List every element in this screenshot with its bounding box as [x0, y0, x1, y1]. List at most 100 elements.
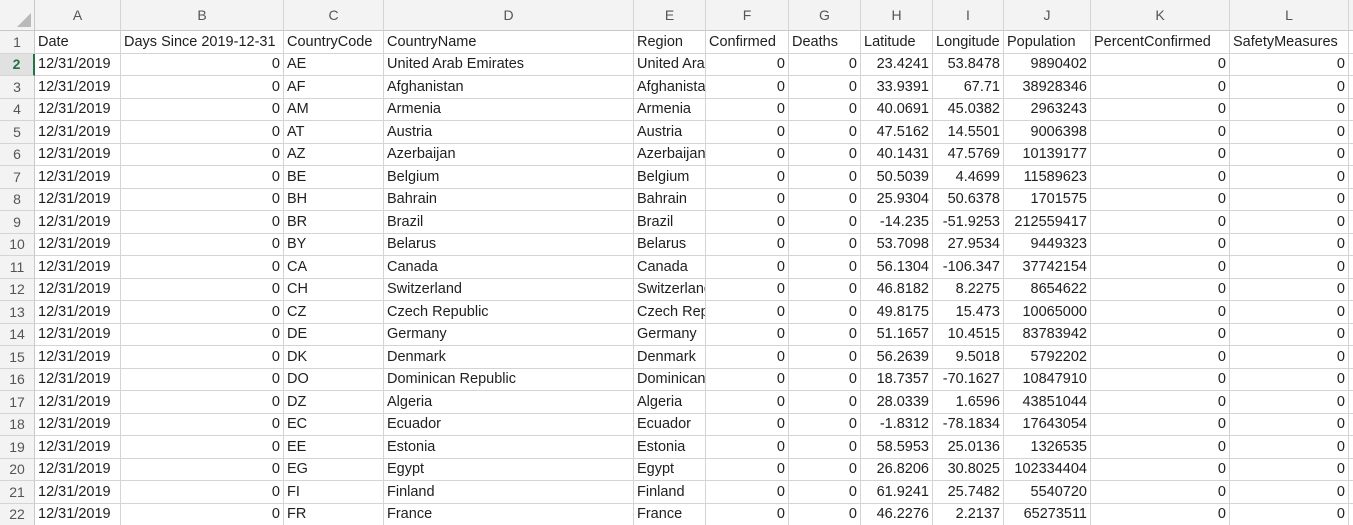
table-cell[interactable]: 0 — [789, 481, 861, 504]
table-cell[interactable]: 0 — [1230, 368, 1349, 391]
table-cell[interactable]: Azerbaijan — [384, 143, 634, 166]
table-cell[interactable]: 0 — [121, 211, 284, 234]
table-cell[interactable]: 0 — [789, 323, 861, 346]
table-cell[interactable]: 0 — [1091, 503, 1230, 525]
row-header-12[interactable]: 12 — [0, 278, 35, 301]
table-cell[interactable]: 0 — [706, 143, 789, 166]
table-cell[interactable]: 1701575 — [1004, 188, 1091, 211]
table-cell[interactable]: 0 — [706, 481, 789, 504]
header-cell[interactable]: PercentConfirmed — [1091, 31, 1230, 54]
table-cell[interactable]: 15.473 — [933, 301, 1004, 324]
table-cell[interactable]: 0 — [1091, 188, 1230, 211]
table-cell[interactable]: 0 — [1091, 211, 1230, 234]
table-cell[interactable]: 0 — [1091, 76, 1230, 99]
column-header-G[interactable]: G — [789, 0, 861, 31]
table-cell[interactable] — [1349, 391, 1353, 414]
table-cell[interactable]: 27.9534 — [933, 233, 1004, 256]
table-cell[interactable]: 0 — [121, 188, 284, 211]
table-cell[interactable]: 0 — [789, 53, 861, 76]
table-cell[interactable]: 30.8025 — [933, 458, 1004, 481]
table-cell[interactable] — [1349, 279, 1353, 301]
table-cell[interactable]: 50.5039 — [861, 166, 933, 189]
table-cell[interactable]: 83783942 — [1004, 323, 1091, 346]
table-cell[interactable]: 0 — [706, 323, 789, 346]
table-cell[interactable]: 0 — [706, 391, 789, 414]
table-cell[interactable]: 11589623 — [1004, 166, 1091, 189]
table-cell[interactable]: 0 — [789, 233, 861, 256]
table-cell[interactable]: 4.4699 — [933, 166, 1004, 189]
table-cell[interactable]: 58.5953 — [861, 436, 933, 459]
table-cell[interactable]: 12/31/2019 — [35, 368, 121, 391]
table-cell[interactable]: 33.9391 — [861, 76, 933, 99]
table-cell[interactable]: CA — [284, 256, 384, 279]
table-cell[interactable]: Algeria — [384, 391, 634, 414]
table-cell[interactable]: 0 — [789, 391, 861, 414]
column-header-F[interactable]: F — [706, 0, 789, 31]
table-cell[interactable]: 9449323 — [1004, 233, 1091, 256]
table-cell[interactable]: Belarus — [384, 233, 634, 256]
table-cell[interactable]: Germany — [634, 323, 706, 346]
table-cell[interactable]: 12/31/2019 — [35, 256, 121, 279]
row-header-22[interactable]: 22 — [0, 503, 35, 525]
table-cell[interactable]: 0 — [1091, 368, 1230, 391]
table-cell[interactable]: BY — [284, 233, 384, 256]
table-cell[interactable]: 53.8478 — [933, 53, 1004, 76]
table-cell[interactable]: 0 — [789, 458, 861, 481]
table-cell[interactable]: Dominican Republic — [384, 368, 634, 391]
table-cell[interactable]: 61.9241 — [861, 481, 933, 504]
table-cell[interactable]: 0 — [1230, 53, 1349, 76]
row-header-16[interactable]: 16 — [0, 368, 35, 391]
table-cell[interactable]: CZ — [284, 301, 384, 324]
table-cell[interactable]: 0 — [1091, 143, 1230, 166]
table-cell[interactable]: 28.0339 — [861, 391, 933, 414]
table-cell[interactable]: Austria — [384, 121, 634, 144]
table-cell[interactable]: United Arab Emirates — [634, 53, 706, 76]
table-cell[interactable]: 0 — [1230, 481, 1349, 504]
table-cell[interactable]: 0 — [1091, 391, 1230, 414]
table-cell[interactable]: 0 — [121, 256, 284, 279]
header-cell[interactable]: CountryName — [384, 31, 634, 54]
table-cell[interactable]: 1326535 — [1004, 436, 1091, 459]
row-header-5[interactable]: 5 — [0, 121, 35, 144]
table-cell[interactable]: -1.8312 — [861, 413, 933, 436]
header-cell[interactable]: Date — [35, 31, 121, 54]
table-cell[interactable]: 0 — [1091, 256, 1230, 279]
table-cell[interactable]: Switzerland — [384, 278, 634, 301]
table-cell[interactable]: 37742154 — [1004, 256, 1091, 279]
table-cell[interactable]: Brazil — [384, 211, 634, 234]
table-cell[interactable]: 12/31/2019 — [35, 458, 121, 481]
table-cell[interactable]: 0 — [121, 233, 284, 256]
table-cell[interactable]: Austria — [634, 121, 706, 144]
header-cell[interactable]: SafetyMeasures — [1230, 31, 1349, 54]
table-cell[interactable]: 0 — [1230, 413, 1349, 436]
table-cell[interactable]: 12/31/2019 — [35, 76, 121, 99]
column-header-E[interactable]: E — [634, 0, 706, 31]
table-cell[interactable]: 0 — [121, 346, 284, 369]
table-cell[interactable]: 0 — [121, 391, 284, 414]
table-cell[interactable]: 40.1431 — [861, 143, 933, 166]
column-header-I[interactable]: I — [933, 0, 1004, 31]
table-cell[interactable]: 0 — [1230, 301, 1349, 324]
table-cell[interactable]: -70.1627 — [933, 368, 1004, 391]
table-cell[interactable]: 0 — [789, 436, 861, 459]
table-cell[interactable]: -51.9253 — [933, 211, 1004, 234]
table-cell[interactable]: 0 — [121, 53, 284, 76]
table-cell[interactable]: 12/31/2019 — [35, 346, 121, 369]
table-cell[interactable]: -78.1834 — [933, 413, 1004, 436]
table-cell[interactable] — [1349, 324, 1353, 346]
table-cell[interactable]: 0 — [789, 166, 861, 189]
row-header-1[interactable]: 1 — [0, 31, 35, 54]
table-cell[interactable]: Azerbaijan — [634, 143, 706, 166]
table-cell[interactable]: 25.7482 — [933, 481, 1004, 504]
table-cell[interactable]: 0 — [121, 413, 284, 436]
header-cell[interactable]: Region — [634, 31, 706, 54]
table-cell[interactable]: 12/31/2019 — [35, 391, 121, 414]
table-cell[interactable]: Ecuador — [634, 413, 706, 436]
table-cell[interactable] — [1349, 54, 1353, 76]
header-cell[interactable]: Confirmed — [706, 31, 789, 54]
table-cell[interactable]: CH — [284, 278, 384, 301]
table-cell[interactable]: 2.2137 — [933, 503, 1004, 525]
column-header-H[interactable]: H — [861, 0, 933, 31]
table-cell[interactable]: -14.235 — [861, 211, 933, 234]
table-cell[interactable]: 0 — [706, 166, 789, 189]
